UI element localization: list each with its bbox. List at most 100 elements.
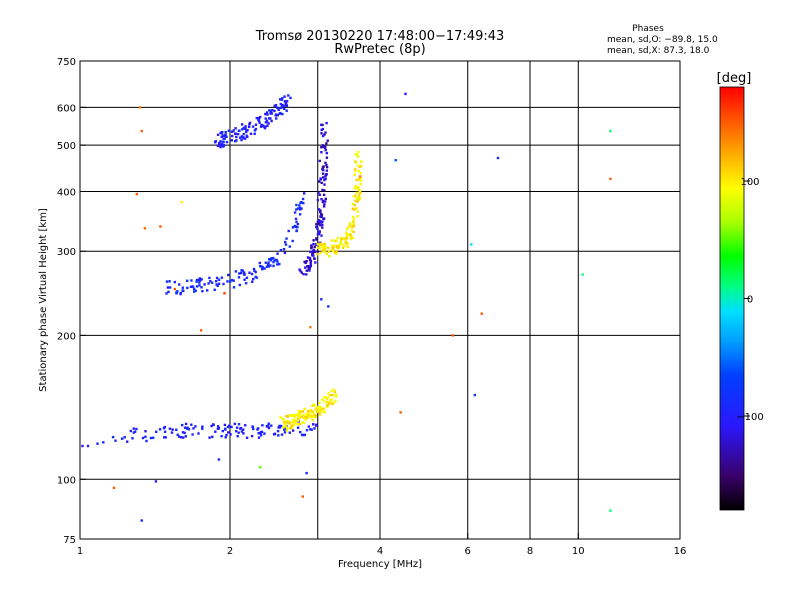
trace-point — [262, 124, 265, 127]
trace-point — [320, 151, 323, 154]
trace-point — [310, 410, 313, 413]
trace-point — [319, 251, 322, 255]
trace-point — [321, 123, 324, 127]
trace-point — [297, 409, 300, 413]
trace-point — [321, 166, 325, 169]
trace-point — [340, 238, 343, 241]
trace-point — [310, 416, 313, 419]
trace-point — [245, 130, 248, 134]
trace-point — [219, 131, 222, 134]
trace-point — [315, 225, 318, 229]
noise-point — [399, 411, 402, 414]
x-tick-label: 6 — [465, 546, 471, 557]
noise-point — [199, 329, 203, 332]
trace-point — [333, 244, 336, 247]
trace-point — [241, 128, 244, 131]
trace-point — [309, 250, 312, 254]
trace-point — [283, 100, 287, 103]
trace-point — [318, 245, 322, 248]
colorbar — [719, 86, 745, 511]
trace-point — [311, 418, 314, 422]
trace-point — [323, 178, 326, 182]
noise-point — [140, 519, 143, 522]
trace-point — [163, 436, 166, 439]
trace-point — [323, 183, 326, 186]
trace-point — [213, 288, 216, 291]
trace-point — [355, 197, 358, 200]
trace-point — [318, 413, 322, 417]
trace-point — [316, 407, 319, 410]
trace-point — [221, 140, 225, 144]
x-tick-label: 4 — [377, 546, 383, 557]
trace-point — [235, 135, 238, 139]
trace-point — [194, 425, 197, 428]
trace-point — [298, 422, 301, 426]
trace-point — [318, 246, 321, 250]
trace-point — [298, 413, 301, 416]
trace-point — [307, 409, 310, 413]
trace-point — [314, 408, 317, 411]
trace-point — [322, 193, 326, 196]
x-tick-label: 16 — [674, 546, 687, 557]
trace-point — [305, 273, 308, 276]
colorbar-tick-label: 100 — [740, 177, 759, 188]
noise-point — [112, 486, 116, 489]
trace-point — [263, 267, 266, 270]
trace-point — [258, 121, 261, 124]
x-tick-label: 2 — [227, 546, 233, 557]
trace-point — [275, 106, 279, 109]
trace-point — [331, 250, 335, 253]
trace-point — [295, 208, 298, 211]
trace-point — [265, 119, 269, 123]
trace-point — [322, 205, 326, 208]
trace-point — [291, 414, 295, 417]
trace-point — [286, 414, 289, 418]
trace-point — [348, 221, 352, 225]
trace-point — [319, 243, 322, 246]
trace-point — [175, 428, 178, 431]
trace-point — [242, 271, 246, 274]
trace-point — [352, 230, 355, 234]
trace-point — [197, 432, 200, 435]
trace-point — [354, 199, 357, 203]
trace-point — [277, 426, 280, 429]
noise-point — [473, 393, 476, 397]
trace-point — [289, 96, 292, 100]
trace-point — [215, 276, 219, 280]
trace-point — [208, 276, 211, 280]
trace-point — [206, 289, 209, 292]
trace-point — [181, 289, 184, 292]
trace-point — [316, 232, 320, 236]
trace-point — [358, 189, 362, 192]
trace-point — [266, 113, 269, 116]
trace-point — [278, 426, 282, 429]
trace-point — [357, 186, 360, 189]
trace-point — [279, 111, 282, 115]
trace-point — [261, 268, 264, 271]
chart-subtitle: RwPretec (8p) — [334, 42, 425, 57]
trace-point — [168, 427, 172, 430]
trace-point — [183, 431, 186, 435]
trace-point — [214, 430, 217, 433]
trace-point — [252, 427, 255, 431]
trace-point — [282, 426, 285, 429]
trace-point — [313, 250, 316, 254]
trace-point — [311, 254, 314, 257]
trace-point — [322, 410, 325, 414]
trace-point — [318, 411, 321, 415]
noise-point — [496, 156, 500, 160]
y-tick-label: 600 — [57, 103, 76, 114]
trace-point — [133, 430, 137, 433]
trace-point — [326, 396, 329, 399]
trace-point — [186, 279, 189, 282]
trace-point — [198, 277, 201, 280]
trace-point — [357, 193, 361, 197]
trace-point — [354, 168, 357, 171]
trace-point — [351, 202, 354, 206]
trace-point — [302, 421, 305, 425]
trace-point — [225, 433, 228, 437]
x-tick-label: 8 — [527, 546, 533, 557]
trace-point — [348, 223, 351, 227]
trace-point — [273, 104, 276, 108]
trace-point — [341, 243, 344, 246]
